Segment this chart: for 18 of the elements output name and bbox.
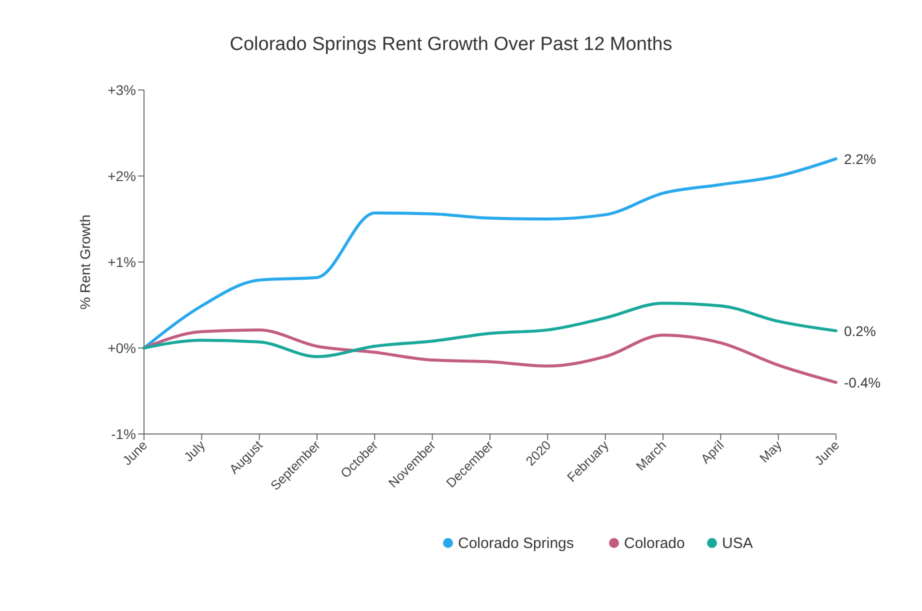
data-label: 0.2% [844,322,876,339]
legend-label: Colorado Springs [458,535,574,552]
chart-title: Colorado Springs Rent Growth Over Past 12 Months [230,34,672,55]
y-axis-title: % Rent Growth [77,214,93,310]
x-tick-label: July [180,437,208,464]
y-tick-label: +3% [108,82,136,98]
line-series [142,157,838,350]
line-series [142,328,838,384]
y-tick-label: +0% [108,340,136,356]
y-tick-label: +2% [108,168,136,184]
legend-label: Colorado [624,535,685,552]
y-tick-label: +1% [108,254,136,270]
data-label: 2.2% [844,150,876,167]
data-label: -0.4% [844,374,881,390]
legend-label: USA [722,535,753,552]
line-series [142,302,838,358]
y-tick-label: -1% [111,426,136,442]
x-tick-label: May [756,437,785,466]
